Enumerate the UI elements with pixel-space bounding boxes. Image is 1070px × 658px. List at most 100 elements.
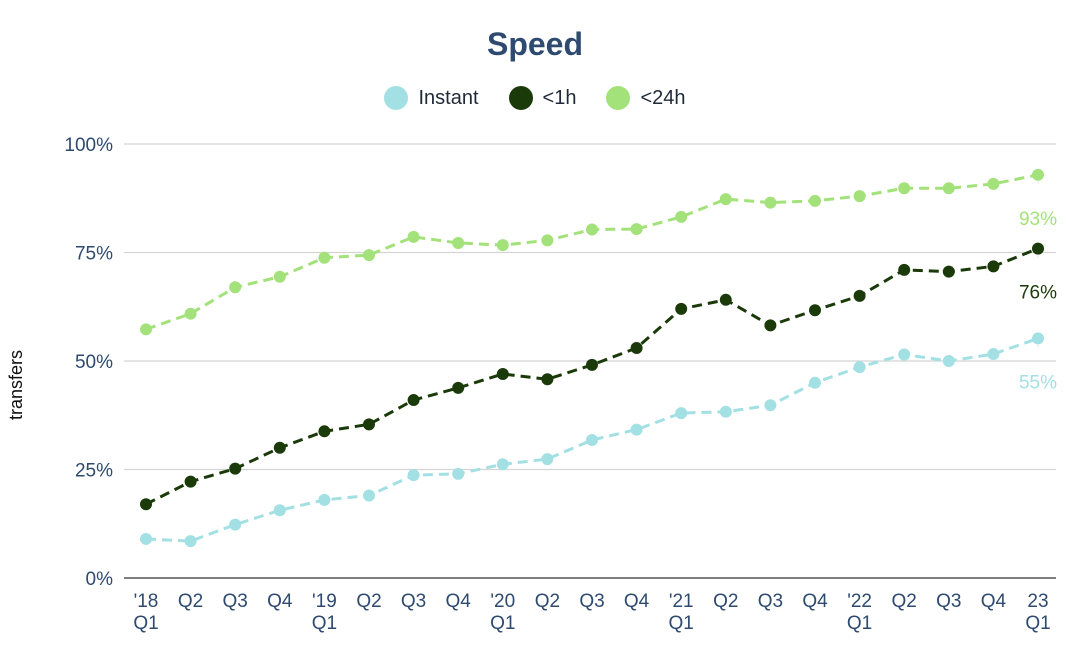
end-label-24h: 93% — [1019, 209, 1057, 230]
data-point-instant[interactable] — [184, 535, 197, 548]
data-point-24h[interactable] — [140, 323, 152, 336]
x-tick-label: Q2 — [713, 591, 738, 612]
x-tick-label: '20 — [490, 591, 515, 612]
x-tick-label: Q4 — [624, 591, 650, 612]
data-point-1h[interactable] — [140, 498, 152, 511]
data-point-24h[interactable] — [452, 236, 465, 249]
data-point-1h[interactable] — [184, 475, 197, 488]
data-point-24h[interactable] — [496, 239, 509, 252]
data-point-1h[interactable] — [586, 358, 598, 371]
data-point-instant[interactable] — [318, 493, 331, 506]
data-point-1h[interactable] — [987, 260, 1000, 273]
x-tick-label: Q4 — [981, 591, 1007, 612]
data-point-24h[interactable] — [229, 281, 242, 294]
x-tick-label: Q1 — [133, 613, 158, 634]
data-point-24h[interactable] — [1032, 168, 1044, 181]
data-point-1h[interactable] — [719, 293, 732, 306]
legend-label-lt1h: <1h — [542, 86, 577, 109]
data-point-1h[interactable] — [496, 368, 509, 381]
data-point-instant[interactable] — [541, 453, 554, 466]
x-tick-label: Q1 — [847, 613, 872, 634]
data-point-instant[interactable] — [363, 489, 375, 502]
data-point-24h[interactable] — [273, 270, 286, 283]
data-point-24h[interactable] — [363, 249, 375, 262]
x-tick-label: '21 — [669, 591, 694, 612]
series-24h: 93% — [140, 168, 1057, 336]
data-point-1h[interactable] — [898, 263, 911, 276]
data-point-instant[interactable] — [809, 376, 821, 389]
y-tick-label: 25% — [75, 461, 113, 482]
data-point-24h[interactable] — [541, 234, 554, 247]
data-point-1h[interactable] — [764, 319, 777, 332]
data-point-instant[interactable] — [140, 532, 152, 545]
x-tick-label: Q3 — [223, 591, 248, 612]
data-point-instant[interactable] — [273, 504, 286, 517]
data-point-24h[interactable] — [318, 251, 331, 264]
data-point-24h[interactable] — [809, 194, 821, 207]
data-point-instant[interactable] — [630, 423, 643, 436]
series-instant: 55% — [140, 332, 1057, 548]
data-point-instant[interactable] — [496, 458, 509, 471]
y-tick-label: 75% — [75, 244, 113, 265]
x-tick-label: Q3 — [579, 591, 604, 612]
y-axis-label: transfers — [6, 350, 26, 420]
data-point-1h[interactable] — [541, 373, 554, 386]
data-point-1h[interactable] — [363, 418, 375, 431]
legend-item-instant[interactable]: Instant — [384, 86, 479, 110]
legend-swatch-lt24h — [606, 86, 631, 110]
data-point-1h[interactable] — [452, 381, 465, 394]
data-point-1h[interactable] — [407, 394, 420, 407]
data-point-1h[interactable] — [1032, 242, 1044, 255]
end-label-instant: 55% — [1019, 372, 1057, 393]
x-tick-label: Q3 — [401, 591, 426, 612]
data-point-24h[interactable] — [898, 182, 911, 195]
data-point-1h[interactable] — [630, 341, 643, 354]
data-point-24h[interactable] — [987, 177, 1000, 190]
data-point-instant[interactable] — [719, 405, 732, 418]
data-point-instant[interactable] — [1032, 332, 1044, 345]
x-tick-label: 23 — [1027, 591, 1048, 612]
data-point-instant[interactable] — [987, 348, 1000, 361]
data-point-instant[interactable] — [942, 355, 955, 367]
data-point-instant[interactable] — [229, 518, 242, 531]
legend: Instant <1h <24h — [0, 86, 1070, 110]
data-point-instant[interactable] — [898, 348, 911, 361]
data-point-instant[interactable] — [675, 407, 688, 420]
data-point-1h[interactable] — [853, 289, 866, 302]
x-tick-label: Q1 — [312, 613, 337, 634]
data-point-24h[interactable] — [184, 307, 197, 320]
legend-item-lt24h[interactable]: <24h — [606, 86, 686, 110]
series-line-instant — [145, 337, 1039, 543]
data-point-instant[interactable] — [407, 469, 420, 482]
data-point-24h[interactable] — [942, 182, 955, 195]
x-tick-label: Q2 — [178, 591, 203, 612]
data-point-instant[interactable] — [853, 361, 866, 374]
data-point-instant[interactable] — [764, 399, 777, 412]
data-point-24h[interactable] — [586, 223, 598, 236]
data-point-1h[interactable] — [675, 302, 688, 315]
data-point-1h[interactable] — [942, 265, 955, 278]
data-point-instant[interactable] — [586, 433, 598, 446]
x-tick-label: '22 — [847, 591, 872, 612]
data-point-24h[interactable] — [675, 210, 688, 223]
data-point-24h[interactable] — [407, 230, 420, 243]
legend-item-lt1h[interactable]: <1h — [508, 86, 577, 110]
data-point-24h[interactable] — [630, 223, 643, 236]
series-layer: 55% 76% 93% — [140, 168, 1057, 548]
data-point-instant[interactable] — [452, 467, 465, 480]
data-point-24h[interactable] — [764, 196, 777, 209]
data-point-1h[interactable] — [318, 425, 331, 438]
x-tick-label: Q3 — [758, 591, 783, 612]
data-point-1h[interactable] — [229, 462, 242, 475]
x-tick-label: Q4 — [267, 591, 293, 612]
x-tick-label: '19 — [312, 591, 337, 612]
chart-title: Speed — [486, 26, 584, 62]
x-tick-label: Q1 — [1025, 613, 1050, 634]
data-point-24h[interactable] — [719, 193, 732, 206]
x-tick-label: Q1 — [490, 613, 515, 634]
data-point-1h[interactable] — [809, 304, 821, 317]
data-point-1h[interactable] — [273, 441, 286, 454]
data-point-24h[interactable] — [853, 190, 866, 203]
